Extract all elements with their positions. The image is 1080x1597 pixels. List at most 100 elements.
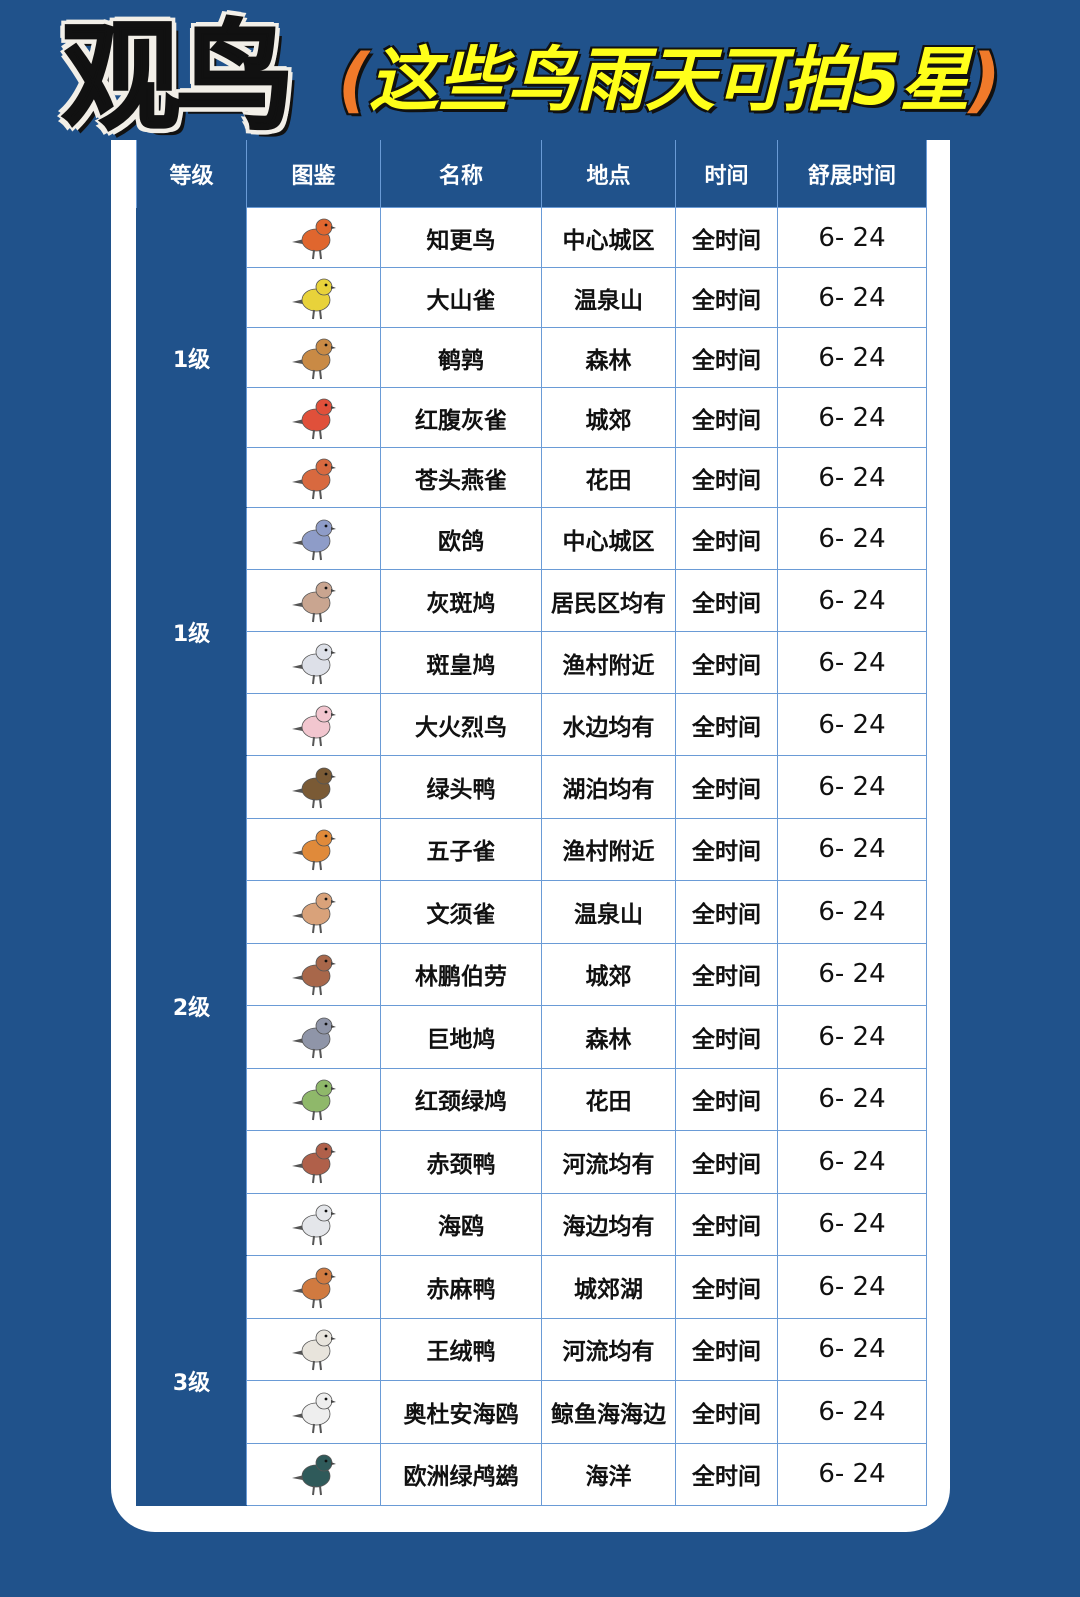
bird-time: 全时间 (675, 1255, 778, 1319)
level-cell: 2级 (136, 755, 247, 1256)
bird-location: 森林 (541, 1005, 676, 1069)
bird-time: 全时间 (675, 327, 778, 388)
bird-image-cell (246, 817, 381, 881)
subtitle-close-paren: ) (968, 39, 1001, 121)
bird-name: 五子雀 (380, 817, 542, 881)
stretch-time: 6- 24 (777, 1192, 927, 1256)
stretch-time: 6- 24 (777, 693, 927, 756)
header-location: 地点 (541, 140, 676, 208)
stretch-time: 6- 24 (777, 327, 927, 388)
bird-location: 水边均有 (541, 693, 676, 756)
bird-location: 城郊 (541, 942, 676, 1006)
bird-location: 花田 (541, 447, 676, 508)
bird-image-cell (246, 447, 381, 508)
table-row: 大火烈鸟 水边均有 全时间 6- 24 (137, 693, 927, 756)
bearded-reedling-icon (291, 892, 336, 933)
table-row: 大山雀 温泉山 全时间 6- 24 (137, 267, 927, 328)
bird-name: 灰斑鸠 (380, 569, 542, 632)
bird-name: 绿头鸭 (380, 755, 542, 819)
header-stretch-time: 舒展时间 (777, 140, 927, 208)
table-header-row: 等级 图鉴 名称 地点 时间 舒展时间 (136, 140, 927, 208)
bird-name: 奥杜安海鸥 (380, 1380, 542, 1444)
stock-dove-icon (291, 519, 336, 560)
level-cell: 1级 (136, 207, 247, 508)
bird-table: 等级 图鉴 名称 地点 时间 舒展时间 1级 知更鸟 中心城区 全时间 6- 24 (136, 140, 927, 1506)
bird-location: 温泉山 (541, 880, 676, 944)
shrike-icon (291, 954, 336, 996)
stretch-time: 6- 24 (777, 942, 927, 1006)
stretch-time: 6- 24 (777, 631, 927, 694)
bird-image-cell (246, 1067, 381, 1131)
table-row: 红腹灰雀 城郊 全时间 6- 24 (137, 387, 927, 448)
nuthatch-icon (291, 829, 336, 871)
chaffinch-icon (291, 458, 336, 499)
bird-time: 全时间 (675, 569, 778, 632)
bird-location: 海边均有 (541, 1192, 676, 1256)
bird-name: 欧鸽 (380, 507, 542, 570)
bird-time: 全时间 (675, 1192, 778, 1256)
table-row: 文须雀 温泉山 全时间 6- 24 (137, 880, 927, 944)
bird-name: 斑皇鸠 (380, 631, 542, 694)
bird-image-cell (246, 207, 381, 268)
bird-location: 鲸鱼海海边 (541, 1380, 676, 1444)
flamingo-icon (291, 705, 336, 746)
stretch-time: 6- 24 (777, 1130, 927, 1194)
quail-icon (291, 338, 336, 379)
stretch-time: 6- 24 (777, 507, 927, 570)
great-tit-icon (291, 278, 336, 319)
bird-image-cell (246, 387, 381, 448)
table-row: 1级 知更鸟 中心城区 全时间 6- 24 (136, 207, 927, 508)
bird-image-cell (246, 631, 381, 694)
bird-time: 全时间 (675, 817, 778, 881)
bird-image-cell (246, 1317, 381, 1381)
ruddy-shelduck-icon (291, 1267, 336, 1308)
gull-icon (291, 1204, 336, 1246)
bird-image-cell (246, 1192, 381, 1256)
bird-location: 城郊湖 (541, 1255, 676, 1319)
stretch-time: 6- 24 (777, 387, 927, 448)
stretch-time: 6- 24 (777, 1442, 927, 1506)
table-row: 欧洲绿鸬鹚 海洋 全时间 6- 24 (137, 1442, 927, 1506)
bird-name: 红颈绿鸠 (380, 1067, 542, 1131)
bird-name: 赤颈鸭 (380, 1130, 542, 1194)
bird-image-cell (246, 1130, 381, 1194)
bullfinch-icon (291, 398, 336, 439)
bird-location: 森林 (541, 327, 676, 388)
table-row: 灰斑鸠 居民区均有 全时间 6- 24 (137, 569, 927, 632)
table-body: 1级 知更鸟 中心城区 全时间 6- 24 大山雀 温泉山 全时间 6- 24 (136, 207, 927, 1506)
stretch-time: 6- 24 (777, 1005, 927, 1069)
bird-image-cell (246, 1442, 381, 1506)
bird-location: 渔村附近 (541, 631, 676, 694)
bird-name: 王绒鸭 (380, 1317, 542, 1381)
table-row: 五子雀 渔村附近 全时间 6- 24 (137, 817, 927, 881)
bird-image-cell (246, 1005, 381, 1069)
bird-name: 大火烈鸟 (380, 693, 542, 756)
bird-time: 全时间 (675, 1067, 778, 1131)
bird-location: 居民区均有 (541, 569, 676, 632)
bird-location: 中心城区 (541, 207, 676, 268)
bird-image-cell (246, 755, 381, 819)
table-row: 3级 赤麻鸭 城郊湖 全时间 6- 24 (136, 1255, 927, 1506)
stretch-time: 6- 24 (777, 817, 927, 881)
stretch-time: 6- 24 (777, 267, 927, 328)
bird-location: 温泉山 (541, 267, 676, 328)
bird-image-cell (246, 1380, 381, 1444)
bird-name: 欧洲绿鸬鹚 (380, 1442, 542, 1506)
bird-name: 巨地鸠 (380, 1005, 542, 1069)
level-cell: 1级 (136, 507, 247, 756)
bird-name: 林鹏伯劳 (380, 942, 542, 1006)
bird-image-cell (246, 693, 381, 756)
bird-time: 全时间 (675, 387, 778, 448)
table-row: 赤颈鸭 河流均有 全时间 6- 24 (137, 1130, 927, 1194)
bird-location: 花田 (541, 1067, 676, 1131)
bird-name: 鹌鹑 (380, 327, 542, 388)
wood-pigeon-icon (291, 643, 336, 684)
table-row: 鹌鹑 森林 全时间 6- 24 (137, 327, 927, 388)
green-pigeon-icon (291, 1079, 336, 1121)
table-row: 林鹏伯劳 城郊 全时间 6- 24 (137, 942, 927, 1006)
bird-image-cell (246, 1255, 381, 1319)
bird-location: 湖泊均有 (541, 755, 676, 819)
stretch-time: 6- 24 (777, 880, 927, 944)
bird-location: 渔村附近 (541, 817, 676, 881)
bird-time: 全时间 (675, 1005, 778, 1069)
